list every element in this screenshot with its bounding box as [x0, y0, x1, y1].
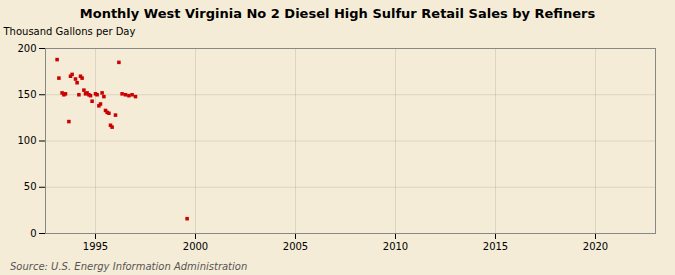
html-text:Monthly West Virginia No 2 Die: Monthly West Virginia No 2 Diesel High S… [79, 6, 596, 21]
svg-text:2020: 2020 [583, 241, 608, 252]
svg-text:2010: 2010 [383, 241, 408, 252]
svg-text:50: 50 [24, 181, 37, 192]
svg-text:2015: 2015 [483, 241, 508, 252]
svg-text:Thousand Gallons per Day: Thousand Gallons per Day [3, 26, 136, 37]
svg-text:1995: 1995 [83, 241, 108, 252]
svg-text:2005: 2005 [283, 241, 308, 252]
svg-text:0: 0 [30, 228, 36, 239]
svg-text:2000: 2000 [183, 241, 208, 252]
svg-text:100: 100 [17, 135, 36, 146]
html-text:Source: U.S. Energy Informatio: Source: U.S. Energy Information Administ… [10, 261, 248, 272]
svg-text:200: 200 [17, 43, 36, 54]
svg-text:150: 150 [17, 89, 36, 100]
